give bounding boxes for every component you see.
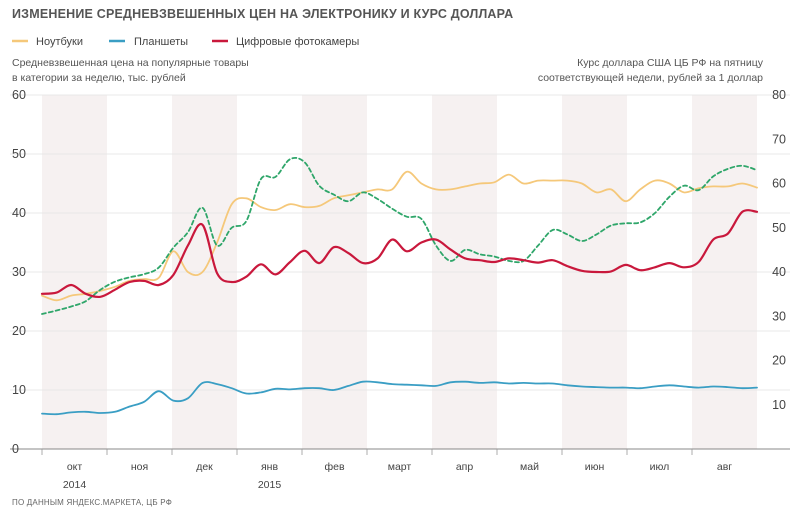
series-line-notebooks (41, 170, 758, 302)
left-tick-label: 60 (12, 88, 26, 102)
right-tick-label: 30 (772, 309, 786, 323)
right-tick-label: 60 (772, 177, 786, 191)
right-tick-label: 10 (772, 398, 786, 412)
left-tick-label: 50 (12, 147, 26, 161)
right-tick-label: 50 (772, 221, 786, 235)
chart-title: ИЗМЕНЕНИЕ СРЕДНЕВЗВЕШЕННЫХ ЦЕН НА ЭЛЕКТР… (12, 7, 513, 21)
right-tick-label: 70 (772, 132, 786, 146)
month-label: июн (585, 461, 605, 473)
left-axis-note-line1: Средневзвешенная цена на популярные това… (12, 57, 249, 69)
series-lines (40, 156, 759, 416)
left-tick-label: 40 (12, 206, 26, 220)
left-tick-label: 10 (12, 383, 26, 397)
left-tick-label: 0 (12, 442, 19, 456)
series-line-usd-rate (41, 156, 758, 315)
year-label: 2014 (63, 479, 87, 491)
right-tick-label: 80 (772, 88, 786, 102)
month-label: май (520, 461, 539, 473)
legend-label-cameras: Цифровые фотокамеры (236, 36, 359, 48)
right-tick-label: 20 (772, 354, 786, 368)
left-axis-note-line2: в категории за неделю, тыс. рублей (12, 72, 186, 84)
month-label: март (388, 461, 412, 473)
source-note: ПО ДАННЫМ ЯНДЕКС.МАРКЕТА, ЦБ РФ (12, 498, 172, 507)
month-label: янв (261, 461, 278, 473)
month-label: ноя (131, 461, 148, 473)
month-label: дек (196, 461, 213, 473)
year-label: 2015 (258, 479, 282, 491)
left-tick-label: 30 (12, 265, 26, 279)
right-axis-note-line1: Курс доллара США ЦБ РФ на пятницу (577, 57, 764, 69)
x-axis-months: окт ноя дек янв фев март апр май июн июл авг 2014 20… (41, 449, 732, 491)
month-label: окт (67, 461, 83, 473)
right-axis-note-line2: соответствующей недели, рублей за 1 долл… (538, 72, 763, 84)
month-label: апр (456, 461, 474, 473)
month-label: июл (650, 461, 670, 473)
left-tick-label: 20 (12, 324, 26, 338)
month-label: авг (717, 461, 732, 473)
month-label: фев (324, 461, 344, 473)
right-tick-label: 40 (772, 265, 786, 279)
legend-label-notebooks: Ноутбуки (36, 36, 83, 48)
y-axis-ticks: 0 10 20 30 40 50 60 10 20 30 40 50 60 70 80 (12, 88, 786, 456)
legend: Ноутбуки Планшеты Цифровые фотокамеры (12, 36, 359, 48)
series-line-tablets (41, 380, 758, 416)
legend-label-tablets: Планшеты (134, 36, 188, 48)
series-line-cameras (40, 209, 759, 299)
gridlines (10, 94, 790, 450)
